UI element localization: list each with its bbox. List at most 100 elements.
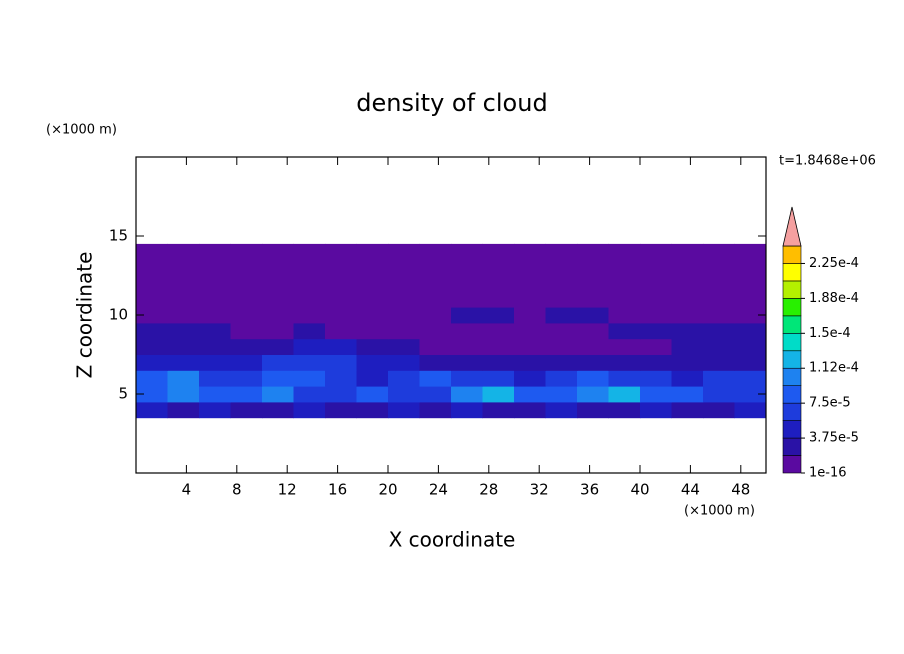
contour-cell: [671, 243, 704, 261]
contour-cell: [230, 307, 263, 324]
contour-cell: [230, 338, 263, 355]
x-unit: (×1000 m): [684, 504, 755, 519]
contour-cell: [167, 275, 200, 292]
contour-cell: [419, 275, 452, 292]
contour-cell: [640, 307, 672, 324]
contour-cell: [514, 291, 546, 308]
contour-cell: [577, 259, 609, 276]
contour-cell: [514, 322, 546, 340]
contour-cell: [325, 275, 357, 292]
contour-cell: [199, 243, 231, 261]
contour-cell: [703, 243, 735, 261]
y-axis-label: Z coordinate: [73, 252, 97, 379]
contour-cell: [136, 259, 168, 276]
contour-cell: [136, 291, 168, 308]
contour-cell: [577, 386, 609, 403]
contour-cell: [325, 243, 357, 261]
contour-cell: [514, 354, 546, 371]
x-tick-label: 4: [182, 481, 192, 499]
contour-cell: [262, 322, 294, 340]
contour-cell: [482, 259, 515, 276]
contour-cell: [199, 370, 231, 387]
contour-cell: [230, 401, 263, 419]
contour-cell: [545, 275, 578, 292]
contour-cell: [734, 338, 767, 355]
contour-cell: [388, 291, 420, 308]
contour-cell: [388, 307, 420, 324]
contour-cell: [419, 338, 452, 355]
contour-cell: [167, 243, 200, 261]
contour-cell: [608, 307, 641, 324]
contour-cell: [640, 386, 672, 403]
contour-cell: [419, 370, 452, 387]
contour-cell: [482, 354, 515, 371]
contour-cell: [230, 322, 263, 340]
contour-cell: [734, 307, 767, 324]
contour-cell: [482, 401, 515, 419]
contour-cell: [325, 354, 357, 371]
contour-cell: [199, 259, 231, 276]
contour-cell: [419, 386, 452, 403]
contour-cell: [199, 275, 231, 292]
contour-cell: [671, 401, 704, 419]
colorbar-band: [782, 333, 802, 352]
contour-cell: [262, 386, 294, 403]
contour-cell: [640, 370, 672, 387]
contour-cell: [545, 291, 578, 308]
x-tick-label: 40: [630, 481, 649, 499]
contour-cell: [640, 322, 672, 340]
contour-cell: [671, 386, 704, 403]
contour-cell: [734, 322, 767, 340]
contour-cell: [325, 307, 357, 324]
contour-cell: [356, 259, 389, 276]
contour-cell: [514, 338, 546, 355]
contour-cell: [703, 291, 735, 308]
contour-cell: [325, 401, 357, 419]
contour-cell: [136, 401, 168, 419]
colorbar-band: [782, 420, 802, 439]
colorbar-tick-label: 3.75e-5: [809, 431, 859, 446]
contour-cell: [167, 338, 200, 355]
colorbar-band: [782, 367, 802, 386]
contour-cell: [262, 275, 294, 292]
contour-cell: [262, 307, 294, 324]
contour-cell: [136, 307, 168, 324]
contour-cell: [545, 401, 578, 419]
x-tick-label: 8: [232, 481, 242, 499]
contour-cell: [734, 291, 767, 308]
contour-cell: [356, 275, 389, 292]
contour-cell: [230, 386, 263, 403]
contour-cell: [703, 354, 735, 371]
y-tick-label: 15: [109, 227, 128, 245]
colorbar-tick-label: 2.25e-4: [809, 256, 859, 271]
contour-cell: [293, 322, 326, 340]
contour-cell: [514, 386, 546, 403]
contour-cell: [136, 354, 168, 371]
contour-cell: [577, 243, 609, 261]
contour-cell: [230, 259, 263, 276]
contour-cell: [514, 401, 546, 419]
contour-cell: [734, 275, 767, 292]
contour-cell: [577, 370, 609, 387]
contour-cell: [671, 338, 704, 355]
contour-cell: [356, 307, 389, 324]
contour-cell: [608, 322, 641, 340]
contour-cell: [388, 386, 420, 403]
contour-cell: [703, 401, 735, 419]
x-axis-label: X coordinate: [389, 528, 516, 552]
contour-cell: [356, 370, 389, 387]
contour-cell: [388, 243, 420, 261]
contour-cell: [482, 307, 515, 324]
x-tick-label: 36: [580, 481, 599, 499]
contour-cell: [199, 354, 231, 371]
contour-cell: [451, 338, 483, 355]
contour-cell: [293, 370, 326, 387]
contour-cell: [734, 370, 767, 387]
contour-cell: [451, 275, 483, 292]
contour-cell: [734, 259, 767, 276]
contour-cell: [293, 259, 326, 276]
contour-cell: [545, 259, 578, 276]
contour-cell: [293, 243, 326, 261]
contour-cell: [199, 338, 231, 355]
contour-cell: [419, 354, 452, 371]
